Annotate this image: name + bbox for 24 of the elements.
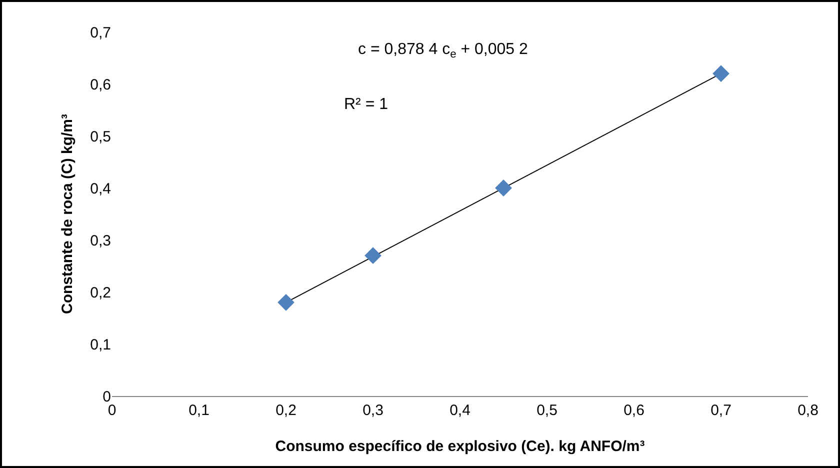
- x-tick-label: 0,8: [798, 402, 818, 419]
- y-tick-label: 0,5: [90, 128, 111, 146]
- x-tick-label: 0,1: [188, 402, 210, 419]
- x-axis-title: Consumo específico de explosivo (Ce). kg ANFO/m³: [275, 438, 645, 455]
- point: [712, 65, 730, 82]
- x-tick-label: 0,5: [536, 402, 558, 419]
- point: [495, 180, 512, 196]
- annotation: c = 0,878 4 c$_{e}$ + 0,005 2: [358, 41, 528, 60]
- y-tick-label: 0,1: [90, 336, 111, 354]
- x-tick-label: 0,3: [362, 402, 384, 419]
- point: [364, 247, 382, 264]
- y-tick-label: 0,7: [90, 24, 111, 42]
- y-axis-title: Constante de roca (C) kg/m³: [59, 114, 76, 314]
- x-tick-label: 0,2: [276, 402, 296, 419]
- annotation: R² = 1: [344, 96, 388, 113]
- y-tick-label: 0,6: [90, 76, 111, 94]
- x-tick-label: 0,4: [450, 402, 470, 419]
- y-tick-label: 0,4: [90, 180, 111, 198]
- x-tick-label: 0,6: [624, 402, 644, 419]
- point: [278, 294, 294, 311]
- y-tick-label: 0,3: [90, 232, 111, 250]
- y-tick-label: 0,2: [90, 284, 111, 302]
- y-tick-label: 0: [102, 388, 111, 406]
- x-tick-label: 0,7: [710, 402, 732, 419]
